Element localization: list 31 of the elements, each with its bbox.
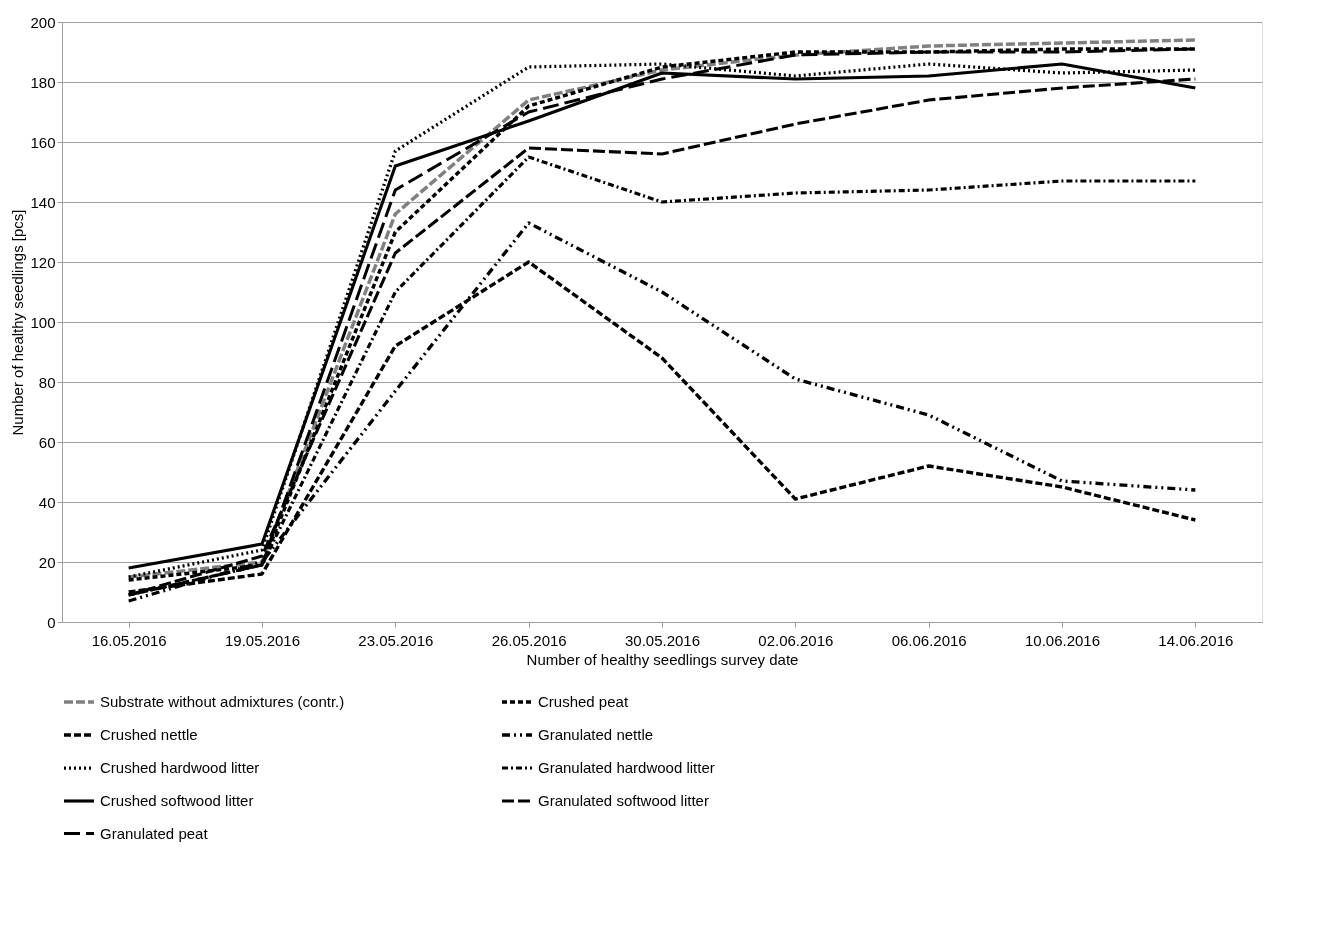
x-tick-label: 10.06.2016 — [1024, 631, 1101, 649]
legend-label: Crushed nettle — [100, 726, 198, 743]
legend-label: Crushed softwood litter — [100, 792, 254, 809]
x-tick-label: 16.05.2016 — [91, 631, 167, 649]
y-tick-label: 40 — [38, 493, 56, 511]
y-tick-label: 140 — [30, 193, 56, 211]
y-tick-label: 200 — [30, 13, 56, 31]
x-tick-label: 23.05.2016 — [358, 631, 434, 649]
x-tick-label: 06.06.2016 — [891, 631, 967, 649]
y-tick-label: 20 — [38, 553, 56, 571]
y-axis-title: Number of healthy seedlings [pcs] — [9, 209, 27, 436]
legend-label: Granulated nettle — [538, 726, 654, 743]
x-axis-title: Number of healthy seedlings survey date — [526, 650, 799, 668]
y-tick-label: 160 — [30, 133, 56, 151]
legend-label: Substrate without admixtures (contr.) — [100, 693, 345, 710]
x-tick-label: 02.06.2016 — [758, 631, 834, 649]
legend-label: Crushed peat — [538, 693, 629, 710]
legend-label: Crushed hardwood litter — [100, 759, 260, 776]
y-tick-label: 80 — [38, 373, 56, 391]
x-tick-label: 26.05.2016 — [491, 631, 567, 649]
y-tick-label: 100 — [30, 313, 56, 331]
legend-label: Granulated softwood litter — [538, 792, 709, 809]
y-tick-label: 180 — [30, 73, 56, 91]
y-tick-label: 0 — [47, 613, 56, 631]
x-tick-label: 19.05.2016 — [224, 631, 301, 649]
x-tick-label: 30.05.2016 — [624, 631, 701, 649]
y-tick-label: 120 — [30, 253, 56, 271]
y-tick-label: 60 — [38, 433, 56, 451]
x-tick-label: 14.06.2016 — [1158, 631, 1234, 649]
legend-label: Granulated hardwood litter — [538, 759, 715, 776]
legend-label: Granulated peat — [100, 824, 209, 842]
